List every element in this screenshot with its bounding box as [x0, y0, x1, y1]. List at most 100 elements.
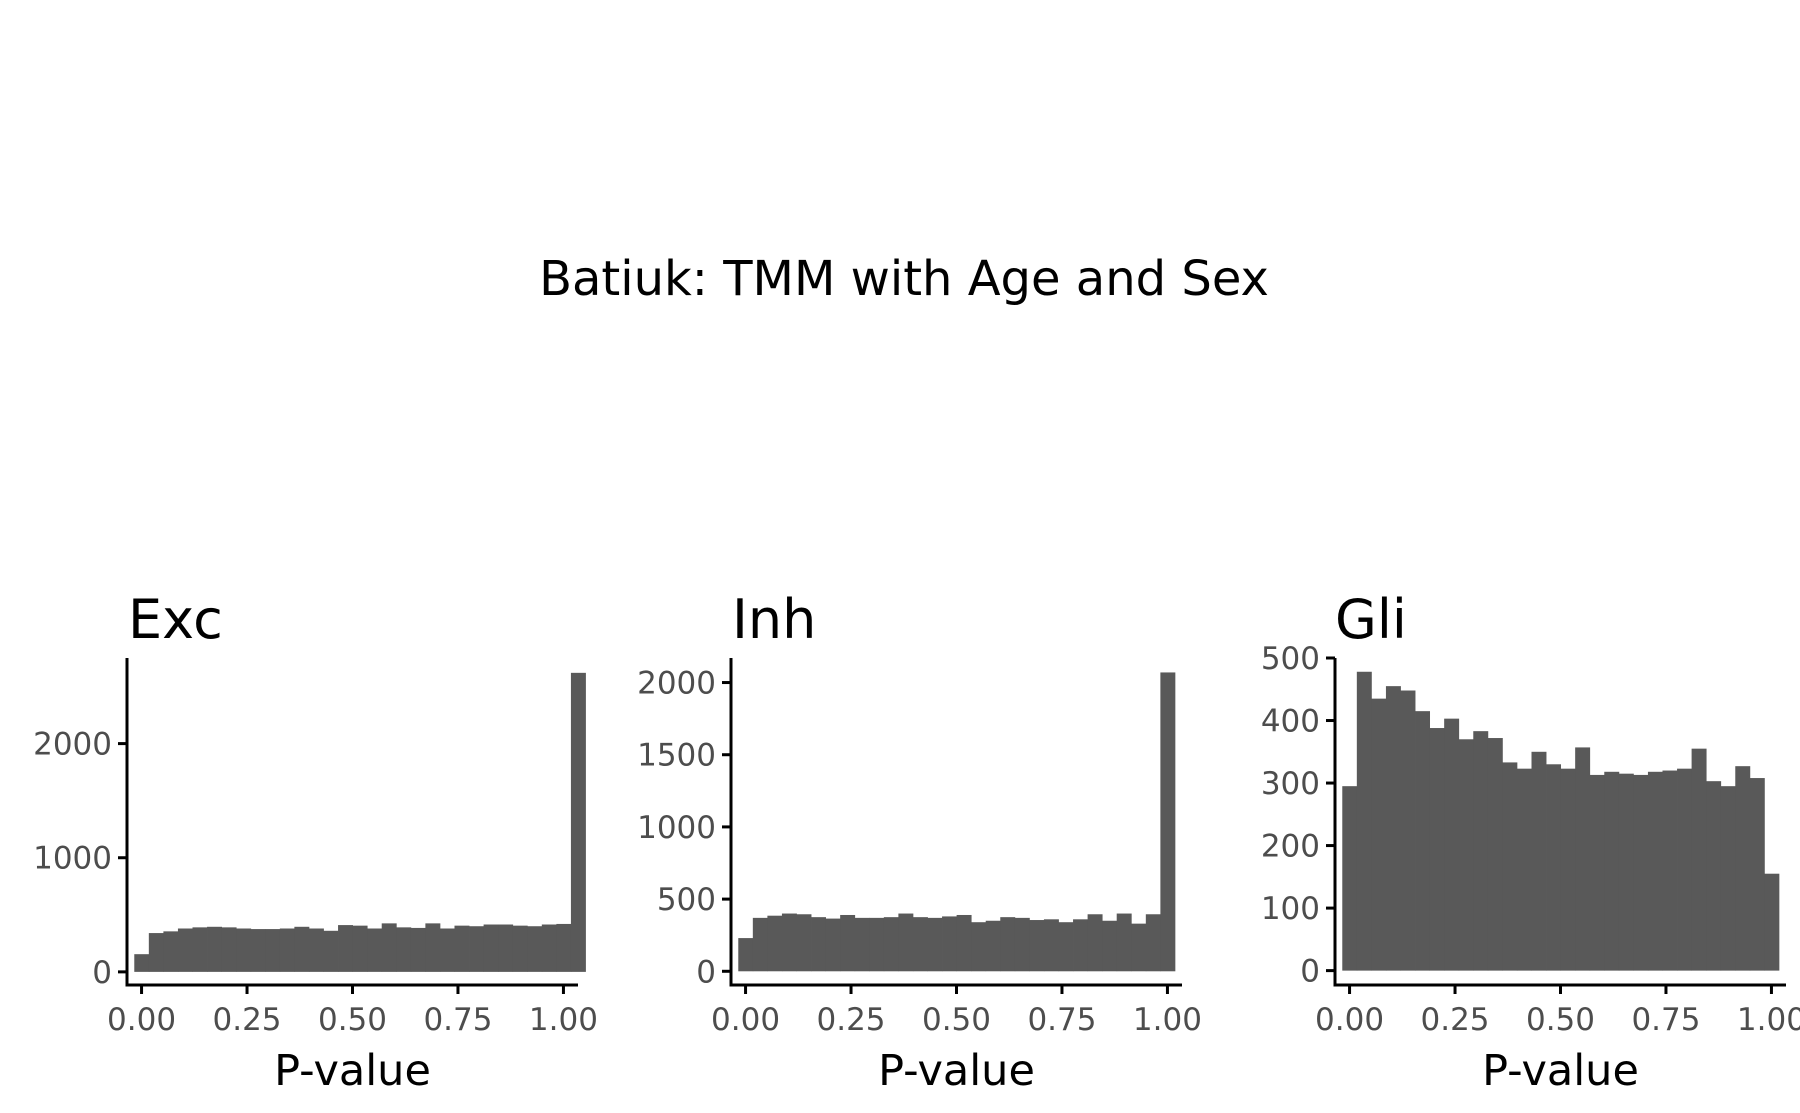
chart-panel-gli: Gli 0 100 200 300 400 500 0.00 0.25 0.50 0.75 1.00 P…: [1261, 588, 1800, 1096]
y-tick-label: 500: [1261, 641, 1320, 677]
panel-title-gli: Gli: [1335, 588, 1407, 651]
figure-title: Batiuk: TMM with Age and Sex: [539, 251, 1269, 307]
histogram-bar: [811, 917, 827, 972]
x-tick-label: 0.00: [107, 1002, 176, 1038]
histogram-bar: [1604, 771, 1620, 971]
histogram-bar: [207, 926, 223, 972]
histogram-bar: [1473, 731, 1489, 971]
histogram-bar: [570, 672, 586, 972]
histogram-bar: [541, 924, 557, 972]
bars-gli: [1342, 671, 1780, 971]
x-tick-label: 1.00: [1737, 1002, 1800, 1038]
histogram-bar: [1058, 922, 1074, 972]
histogram-bar: [1429, 728, 1445, 971]
histogram-bar: [308, 928, 324, 972]
y-tick-label: 300: [1261, 766, 1320, 802]
histogram-bar: [250, 929, 266, 972]
y-tick-label: 1500: [637, 738, 716, 774]
y-tick-label: 400: [1261, 704, 1320, 740]
histogram-bar: [898, 913, 914, 972]
histogram-bar: [1516, 768, 1532, 971]
x-tick-label: 0.25: [817, 1002, 886, 1038]
histogram-bar: [1677, 768, 1693, 971]
histogram-bar: [796, 914, 812, 972]
histogram-bar: [1720, 786, 1736, 971]
histogram-bar: [1662, 770, 1678, 971]
x-tick-label: 0.25: [213, 1002, 282, 1038]
histogram-bar: [1546, 764, 1562, 971]
histogram-bar: [971, 922, 987, 972]
histogram-bar: [1589, 774, 1605, 971]
x-tick-label: 1.00: [1133, 1002, 1202, 1038]
histogram-bar: [512, 925, 528, 972]
chart-panel-exc: Exc 0 1000 2000 0.00 0.25 0.50 0.75 1.00 P-value: [33, 588, 598, 1096]
histogram-bar: [1764, 873, 1780, 971]
histogram-bar: [454, 925, 470, 972]
histogram-bar: [1487, 738, 1503, 971]
histogram-bar: [1371, 698, 1387, 971]
histogram-bar: [854, 917, 870, 972]
chart-panel-inh: Inh 0 500 1000 1500 2000 0.00 0.25 0.50 0.75 1.00 P…: [637, 588, 1202, 1096]
histogram-bar: [323, 930, 339, 972]
histogram-bar: [1385, 686, 1401, 971]
histogram-bar: [1356, 671, 1372, 971]
histogram-bar: [1706, 781, 1722, 971]
histogram-bar: [498, 924, 514, 972]
histogram-bar: [425, 923, 441, 972]
histogram-bar: [1131, 923, 1147, 972]
x-tick-label: 0.50: [318, 1002, 387, 1038]
histogram-bar: [265, 929, 281, 972]
y-tick-label: 0: [1300, 954, 1320, 990]
panel-title-exc: Exc: [128, 588, 223, 651]
x-tick-label: 0.00: [711, 1002, 780, 1038]
x-tick-label: 0.75: [1631, 1002, 1700, 1038]
histogram-bar: [1400, 690, 1416, 971]
histogram-bar: [192, 927, 208, 972]
histogram-bar: [840, 914, 856, 972]
histogram-bar: [1575, 747, 1591, 971]
histogram-bar: [279, 928, 295, 972]
histogram-bar: [338, 925, 354, 972]
histogram-bar: [1029, 920, 1045, 972]
x-tick-label: 0.75: [1027, 1002, 1096, 1038]
histogram-bar: [410, 927, 426, 972]
y-tick-label: 200: [1261, 829, 1320, 865]
histogram-bar: [912, 917, 928, 972]
x-tick-label: 0.50: [922, 1002, 991, 1038]
histogram-bar: [1014, 917, 1030, 972]
histogram-bar: [1102, 920, 1118, 972]
histogram-bar: [469, 926, 485, 972]
histogram-bar: [1000, 917, 1016, 972]
histogram-bar: [1560, 768, 1576, 971]
x-axis-title-inh: P-value: [878, 1046, 1035, 1096]
histogram-bar: [781, 913, 797, 972]
histogram-bar: [1342, 786, 1358, 971]
histogram-bar: [738, 938, 754, 972]
histogram-bar: [1647, 771, 1663, 971]
x-tick-label: 0.25: [1421, 1002, 1490, 1038]
histogram-bar: [869, 917, 885, 972]
x-tick-label: 0.75: [423, 1002, 492, 1038]
histogram-bar: [483, 924, 499, 972]
histogram-bar: [1116, 913, 1132, 972]
x-axis-title-gli: P-value: [1482, 1046, 1639, 1096]
bars-inh: [738, 672, 1176, 972]
panel-title-inh: Inh: [732, 588, 816, 651]
y-tick-label: 2000: [33, 727, 112, 763]
histogram-bar: [148, 933, 164, 972]
histogram-bar: [556, 923, 572, 972]
histogram-bar: [352, 925, 368, 972]
histogram-bar: [1043, 919, 1059, 972]
histogram-bar: [1160, 672, 1176, 972]
y-tick-label: 100: [1261, 891, 1320, 927]
y-tick-label: 0: [696, 954, 716, 990]
histogram-bar: [1073, 919, 1089, 972]
histogram-bar: [1502, 762, 1518, 971]
x-tick-label: 1.00: [529, 1002, 598, 1038]
histogram-bar: [236, 928, 252, 972]
histogram-bar: [883, 917, 899, 972]
histogram-bar: [1531, 751, 1547, 971]
histogram-bar: [1618, 773, 1634, 971]
histogram-bar: [396, 927, 412, 972]
